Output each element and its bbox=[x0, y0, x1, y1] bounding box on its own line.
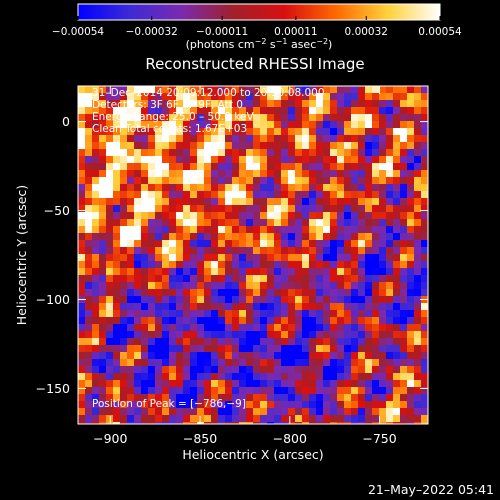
x-axis-ticks: −900 −850 −800 −750 bbox=[93, 86, 397, 446]
annotation-block: 31–Dec–2014 20:09:12.000 to 20:10:08.000… bbox=[92, 87, 325, 135]
y-tick-label: −100 bbox=[36, 292, 70, 307]
y-axis-ticks: 0 −50 −100 −150 bbox=[36, 114, 428, 396]
colorbar-tick-label: 0.00032 bbox=[345, 26, 388, 38]
x-tick-label: −850 bbox=[183, 431, 217, 446]
y-axis-label: Heliocentric Y (arcsec) bbox=[14, 185, 29, 325]
colorbar-frame bbox=[77, 3, 441, 21]
colorbar-tick-label: −0.00054 bbox=[52, 26, 105, 38]
annotation-clean: Clean Total counts: 1.67E+03 bbox=[92, 123, 247, 135]
annotation-energy: Energy Range: 25.0 – 50.0 keV bbox=[92, 111, 254, 123]
chart-title: Reconstructed RHESSI Image bbox=[145, 55, 364, 73]
colorbar-ticks: −0.00054 −0.00032 −0.00011 0.00011 0.00032 0.… bbox=[52, 16, 462, 38]
colorbar-unit-label: (photons cm−2 s−1 asec−2) bbox=[186, 37, 333, 51]
heatmap-image bbox=[78, 86, 428, 424]
x-tick-label: −750 bbox=[362, 431, 396, 446]
x-tick-label: −900 bbox=[93, 431, 127, 446]
y-tick-label: −150 bbox=[36, 381, 70, 396]
colorbar-tick-label: 0.00054 bbox=[418, 26, 462, 38]
annotation-time-range: 31–Dec–2014 20:09:12.000 to 20:10:08.000 bbox=[92, 87, 325, 99]
colorbar-tick-label: −0.00011 bbox=[196, 26, 248, 38]
colorbar-tick-label: −0.00032 bbox=[126, 26, 178, 38]
x-tick-label: −800 bbox=[273, 431, 307, 446]
colorbar bbox=[78, 4, 440, 20]
colorbar-tick-label: 0.00011 bbox=[274, 26, 317, 38]
y-tick-label: −50 bbox=[44, 203, 70, 218]
y-tick-label: 0 bbox=[62, 114, 70, 129]
annotation-peak-position: Position of Peak = [−786,−9] bbox=[92, 398, 246, 410]
plot-frame bbox=[77, 85, 429, 425]
x-axis-label: Heliocentric X (arcsec) bbox=[182, 447, 323, 462]
annotation-detectors: Detectors: 3F 6F 7F 9F, Att 0 bbox=[92, 99, 243, 111]
footer-timestamp: 21–May–2022 05:41 bbox=[368, 482, 494, 497]
